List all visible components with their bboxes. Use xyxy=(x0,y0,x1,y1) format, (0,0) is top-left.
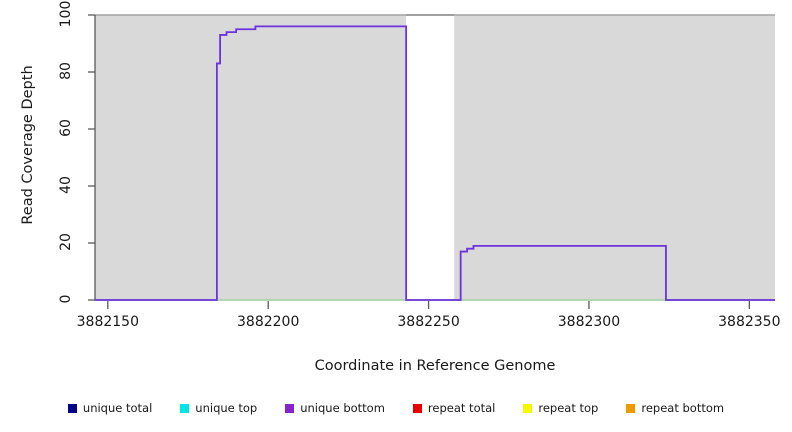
y-tick-label: 0 xyxy=(58,294,74,304)
legend-label: repeat bottom xyxy=(641,401,725,415)
legend-swatch-icon xyxy=(412,403,422,413)
x-tick-label: 3882300 xyxy=(557,314,621,330)
y-tick-label: 20 xyxy=(58,233,74,251)
x-axis-title: Coordinate in Reference Genome xyxy=(314,358,556,374)
legend-label: unique bottom xyxy=(300,401,385,415)
legend-swatch-icon xyxy=(523,403,533,413)
legend-item[interactable]: repeat top xyxy=(523,401,598,415)
legend-item[interactable]: unique total xyxy=(67,401,153,415)
legend-swatch-icon xyxy=(626,403,636,413)
legend-label: repeat top xyxy=(538,401,599,415)
y-tick-label: 40 xyxy=(58,176,74,194)
y-tick-label: 100 xyxy=(58,0,74,28)
y-tick-label: 80 xyxy=(58,62,74,80)
plot-canvas xyxy=(88,14,775,309)
legend-label: unique total xyxy=(82,401,153,415)
x-tick-label: 3882250 xyxy=(397,314,460,330)
plot-background-right xyxy=(454,15,775,300)
chart-legend: unique total unique top unique bottom repea… xyxy=(0,398,792,418)
series-line-unique-bottom xyxy=(95,25,775,301)
plot-background-left xyxy=(95,15,407,300)
y-tick-label: 60 xyxy=(58,119,74,137)
x-tick-label: 3882200 xyxy=(237,314,300,330)
legend-swatch-icon xyxy=(285,403,295,413)
legend-swatch-icon xyxy=(180,403,190,413)
legend-item[interactable]: unique bottom xyxy=(285,401,385,415)
legend-label: unique top xyxy=(195,401,258,415)
legend-swatch-icon xyxy=(67,403,77,413)
x-tick-label: 3882150 xyxy=(76,314,139,330)
legend-item[interactable]: repeat total xyxy=(412,401,496,415)
legend-item[interactable]: unique top xyxy=(180,401,257,415)
legend-item[interactable]: repeat bottom xyxy=(626,401,724,415)
x-tick-label: 3882350 xyxy=(718,314,781,330)
legend-label: repeat total xyxy=(427,401,496,415)
